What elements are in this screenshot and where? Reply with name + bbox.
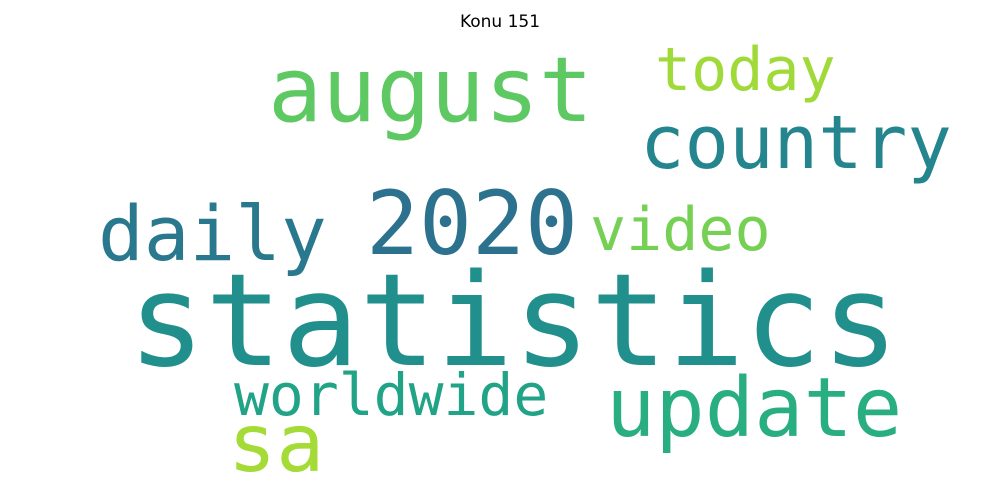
word-sa: sa [228,397,325,490]
word-2020: 2020 [366,172,578,275]
chart-title: Konu 151 [459,12,541,32]
word-statistics: statistics [128,247,899,396]
word-update: update [606,361,903,456]
word-today: today [655,35,836,105]
word-august: august [268,38,594,143]
word-country: country [640,100,952,186]
word-worldwide: worldwide [234,361,549,429]
word-video: video [590,195,771,265]
word-daily: daily [98,189,327,278]
